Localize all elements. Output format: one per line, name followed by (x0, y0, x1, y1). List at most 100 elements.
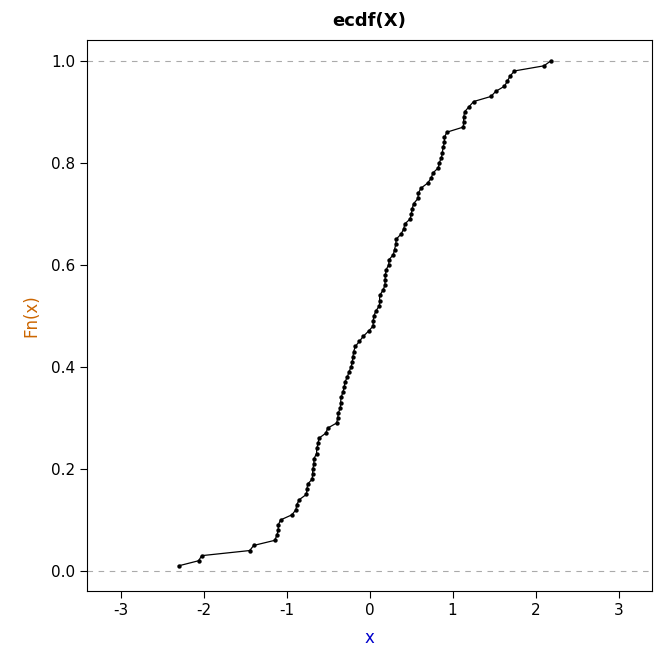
Point (302, 479, 313, 490)
Point (505, 71, 515, 81)
Point (333, 413, 343, 423)
Point (486, 91, 497, 102)
Point (405, 214, 415, 224)
Point (458, 116, 469, 127)
Point (350, 341, 361, 352)
Point (426, 173, 437, 183)
Point (437, 142, 448, 153)
Point (354, 336, 365, 347)
Point (390, 234, 401, 245)
Point (371, 305, 382, 316)
Point (273, 525, 284, 536)
Point (269, 535, 280, 546)
Point (413, 188, 423, 199)
Point (311, 443, 322, 454)
Point (273, 519, 284, 530)
Point (342, 372, 353, 382)
Point (399, 218, 410, 229)
Point (374, 295, 385, 306)
Point (347, 351, 358, 362)
Point (439, 137, 450, 148)
Point (380, 269, 391, 280)
Point (413, 193, 423, 204)
Point (502, 76, 513, 87)
Point (196, 550, 207, 561)
Point (368, 310, 379, 321)
Point (343, 367, 354, 378)
Point (398, 224, 409, 235)
Point (439, 132, 450, 142)
Point (347, 356, 358, 367)
Point (308, 454, 319, 464)
Point (468, 96, 479, 107)
Point (458, 112, 469, 122)
Point (290, 505, 301, 515)
Point (415, 183, 426, 194)
Point (396, 229, 407, 240)
Point (307, 474, 318, 485)
Point (378, 285, 388, 296)
Point (323, 423, 333, 433)
Point (380, 265, 391, 276)
Point (275, 515, 286, 526)
Point (388, 249, 398, 260)
Point (538, 60, 549, 71)
Point (292, 499, 302, 510)
Point (308, 458, 319, 469)
Point (271, 530, 282, 540)
Point (337, 387, 348, 398)
Point (407, 204, 417, 214)
Point (458, 122, 469, 132)
Point (333, 407, 344, 418)
Point (308, 464, 319, 474)
Point (499, 81, 510, 91)
Point (312, 438, 323, 449)
Point (374, 290, 385, 301)
Point (464, 101, 474, 112)
Point (459, 106, 470, 117)
Point (248, 540, 259, 551)
Point (491, 86, 501, 97)
Point (427, 167, 438, 178)
Point (390, 239, 401, 250)
X-axis label: x: x (365, 629, 374, 647)
Point (335, 397, 346, 408)
Point (433, 163, 444, 173)
Point (339, 382, 349, 392)
Point (374, 300, 385, 311)
Point (335, 403, 345, 413)
Point (321, 428, 331, 439)
Point (406, 208, 417, 219)
Point (313, 433, 324, 444)
Point (358, 331, 369, 341)
Point (383, 259, 394, 270)
Point (509, 66, 520, 77)
Point (245, 545, 255, 556)
Point (409, 198, 419, 209)
Point (331, 417, 342, 428)
Point (311, 448, 322, 459)
Point (339, 377, 350, 388)
Point (384, 254, 394, 265)
Point (389, 244, 400, 255)
Point (363, 326, 374, 337)
Point (302, 484, 312, 495)
Point (194, 555, 204, 566)
Point (301, 489, 312, 500)
Point (286, 509, 297, 520)
Point (294, 494, 305, 505)
Point (437, 147, 448, 158)
Point (546, 55, 556, 66)
Title: ecdf(X): ecdf(X) (333, 12, 407, 30)
Point (380, 280, 390, 290)
Point (368, 321, 378, 331)
Y-axis label: Fn(x): Fn(x) (22, 294, 40, 337)
Point (336, 392, 347, 403)
Point (380, 275, 390, 286)
Point (436, 153, 447, 163)
Point (442, 127, 452, 138)
Point (434, 157, 445, 168)
Point (368, 316, 378, 327)
Point (422, 178, 433, 189)
Point (307, 468, 318, 479)
